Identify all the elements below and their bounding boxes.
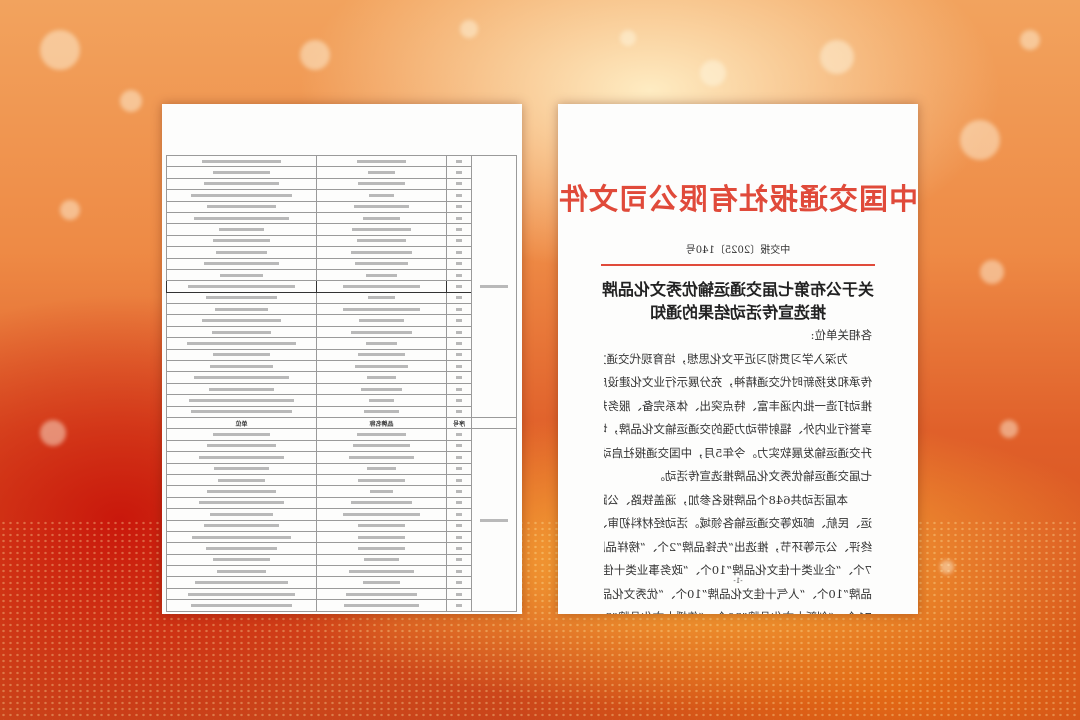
table-row	[166, 599, 517, 612]
table-row	[166, 440, 517, 452]
bokeh-light	[120, 90, 142, 112]
table-row	[166, 485, 517, 498]
table-row	[166, 394, 517, 407]
body-line: 品牌”10个、“人气十佳文化品牌”10个、“优秀文化品牌”	[604, 586, 872, 601]
table-row	[166, 280, 517, 293]
table-row	[166, 155, 517, 418]
bokeh-light	[300, 40, 330, 70]
bokeh-light	[620, 30, 636, 46]
body-line: 终评、公示等环节，推选出“先锋品牌”2个、“榜样品牌”	[604, 539, 872, 554]
table-row	[166, 178, 517, 190]
brand-list-table: 序号 品牌名称 单位	[166, 155, 517, 612]
table-row	[166, 371, 517, 384]
notice-title: 关于公布第七届交通运输优秀文化品牌 推选宣传活动结果的通知	[558, 278, 918, 324]
table-row	[166, 303, 517, 315]
category-cell	[471, 428, 517, 612]
table-row	[166, 292, 517, 304]
bokeh-light	[460, 20, 478, 38]
body-line: 为深入学习贯彻习近平文化思想，培育现代交通文明，	[604, 351, 848, 366]
table-row	[166, 474, 517, 486]
notice-title-line: 关于公布第七届交通运输优秀文化品牌	[602, 280, 875, 299]
bokeh-light	[40, 30, 80, 70]
table-row	[166, 189, 517, 202]
notice-title-line: 推选宣传活动结果的通知	[650, 303, 827, 322]
body-line: 本届活动共648个品牌报名参加，涵盖铁路、公路、水	[604, 492, 848, 507]
table-row	[166, 565, 517, 577]
table-row	[166, 383, 517, 395]
bokeh-light	[1000, 420, 1018, 438]
bokeh-light	[40, 420, 66, 446]
body-line: 推动打造一批内涵丰富、特点突出、体系完备、服务规范、	[604, 398, 872, 413]
table-row	[166, 201, 517, 213]
table-row	[166, 337, 517, 350]
bokeh-light	[820, 40, 854, 74]
table-row	[166, 542, 517, 555]
table-row	[166, 269, 517, 281]
notice-body: 各相关单位: 为深入学习贯彻习近平文化思想，培育现代交通文明， 传承和发扬新时代交…	[604, 324, 872, 614]
table-row	[166, 246, 517, 259]
table-row	[166, 463, 517, 475]
table-row	[166, 554, 517, 566]
table-row	[166, 406, 517, 418]
table-row	[166, 576, 517, 589]
red-divider	[601, 264, 875, 266]
table-row	[166, 258, 517, 270]
bokeh-light	[980, 260, 1004, 284]
table-row	[166, 235, 517, 247]
category-cell	[471, 155, 517, 418]
bokeh-light	[60, 200, 80, 220]
table-row	[166, 508, 517, 520]
body-line: 七届交通运输优秀文化品牌推选宣传活动。	[653, 469, 873, 483]
bokeh-light	[940, 560, 954, 574]
salutation: 各相关单位:	[810, 328, 872, 342]
table-row	[166, 451, 517, 464]
table-row	[166, 588, 517, 600]
document-page-table: 序号 品牌名称 单位	[162, 104, 522, 614]
body-line: 传承和发扬新时代交通精神，充分展示行业文化建设成果，	[604, 375, 872, 389]
bokeh-light	[960, 120, 1000, 160]
org-title: 中国交通报社有限公司文件	[558, 182, 918, 216]
document-page-notice: 中国交通报社有限公司文件 中交报〔2025〕140号 关于公布第七届交通运输优秀…	[558, 104, 918, 614]
table-row	[166, 531, 517, 543]
table-row	[166, 212, 517, 224]
table-row	[166, 428, 517, 612]
bokeh-light	[1020, 30, 1040, 50]
doc-number: 中交报〔2025〕140号	[685, 245, 791, 256]
table-row	[166, 520, 517, 532]
body-line: 升交通运输发展软实力。今年5月，中国交通报社启动了第	[604, 445, 872, 460]
table-row	[166, 326, 517, 338]
page-number: -1-	[733, 577, 743, 585]
table-row	[166, 360, 517, 372]
table-header: 序号 品牌名称 单位	[166, 417, 517, 429]
table-row	[166, 223, 517, 236]
table-row	[166, 314, 517, 327]
table-row	[166, 349, 517, 361]
bokeh-light	[700, 60, 726, 86]
body-line: 71个、“创新力文化品牌”30个、“传播力文化品牌”30个、	[604, 606, 872, 614]
body-line: 享誉行业内外、辐射带动力强的交通运输文化品牌，切实提	[604, 422, 872, 436]
table-row	[166, 166, 517, 179]
body-line: 运、民航、邮政等交通运输各领域。活动经材料初审、初评、	[604, 516, 872, 530]
table-row	[166, 497, 517, 509]
